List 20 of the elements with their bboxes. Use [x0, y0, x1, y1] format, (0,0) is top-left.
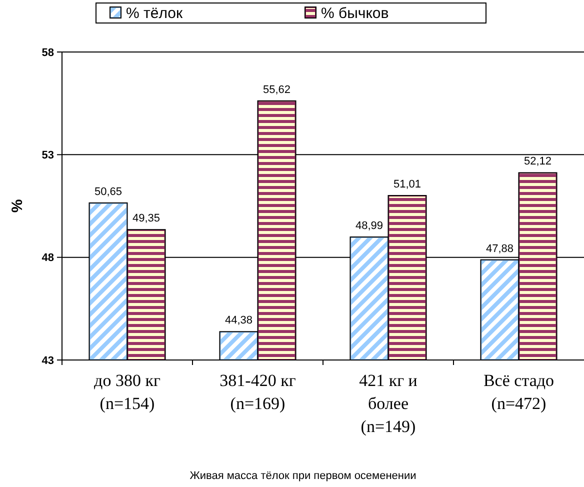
x-tick-label: Всё стадо (n=472): [483, 371, 554, 413]
data-label: 50,65: [94, 186, 122, 198]
y-tick-label: 43: [42, 354, 54, 367]
y-tick-label: 58: [42, 46, 54, 59]
data-label: 55,62: [262, 84, 291, 96]
y-tick-label: 48: [42, 252, 54, 264]
x-axis-title: Живая масса тёлок при первом осеменении: [190, 470, 416, 482]
y-axis-title: %: [9, 199, 26, 213]
data-label: 48,99: [355, 220, 384, 232]
data-label: 52,12: [524, 156, 552, 168]
legend-label: % бычков: [321, 5, 389, 22]
x-tick-label: 421 кг и более (n=149): [359, 371, 418, 436]
data-label: 51,01: [393, 178, 422, 191]
x-tick-label: 381-420 кг (n=169): [220, 371, 296, 413]
y-tick-label: 53: [42, 150, 54, 162]
x-tick-label: до 380 кг (n=154): [94, 371, 160, 413]
data-label: 47,88: [486, 242, 514, 255]
legend-label: % тёлок: [126, 5, 183, 22]
data-label: 44,38: [224, 314, 253, 327]
data-label: 49,35: [132, 212, 160, 225]
